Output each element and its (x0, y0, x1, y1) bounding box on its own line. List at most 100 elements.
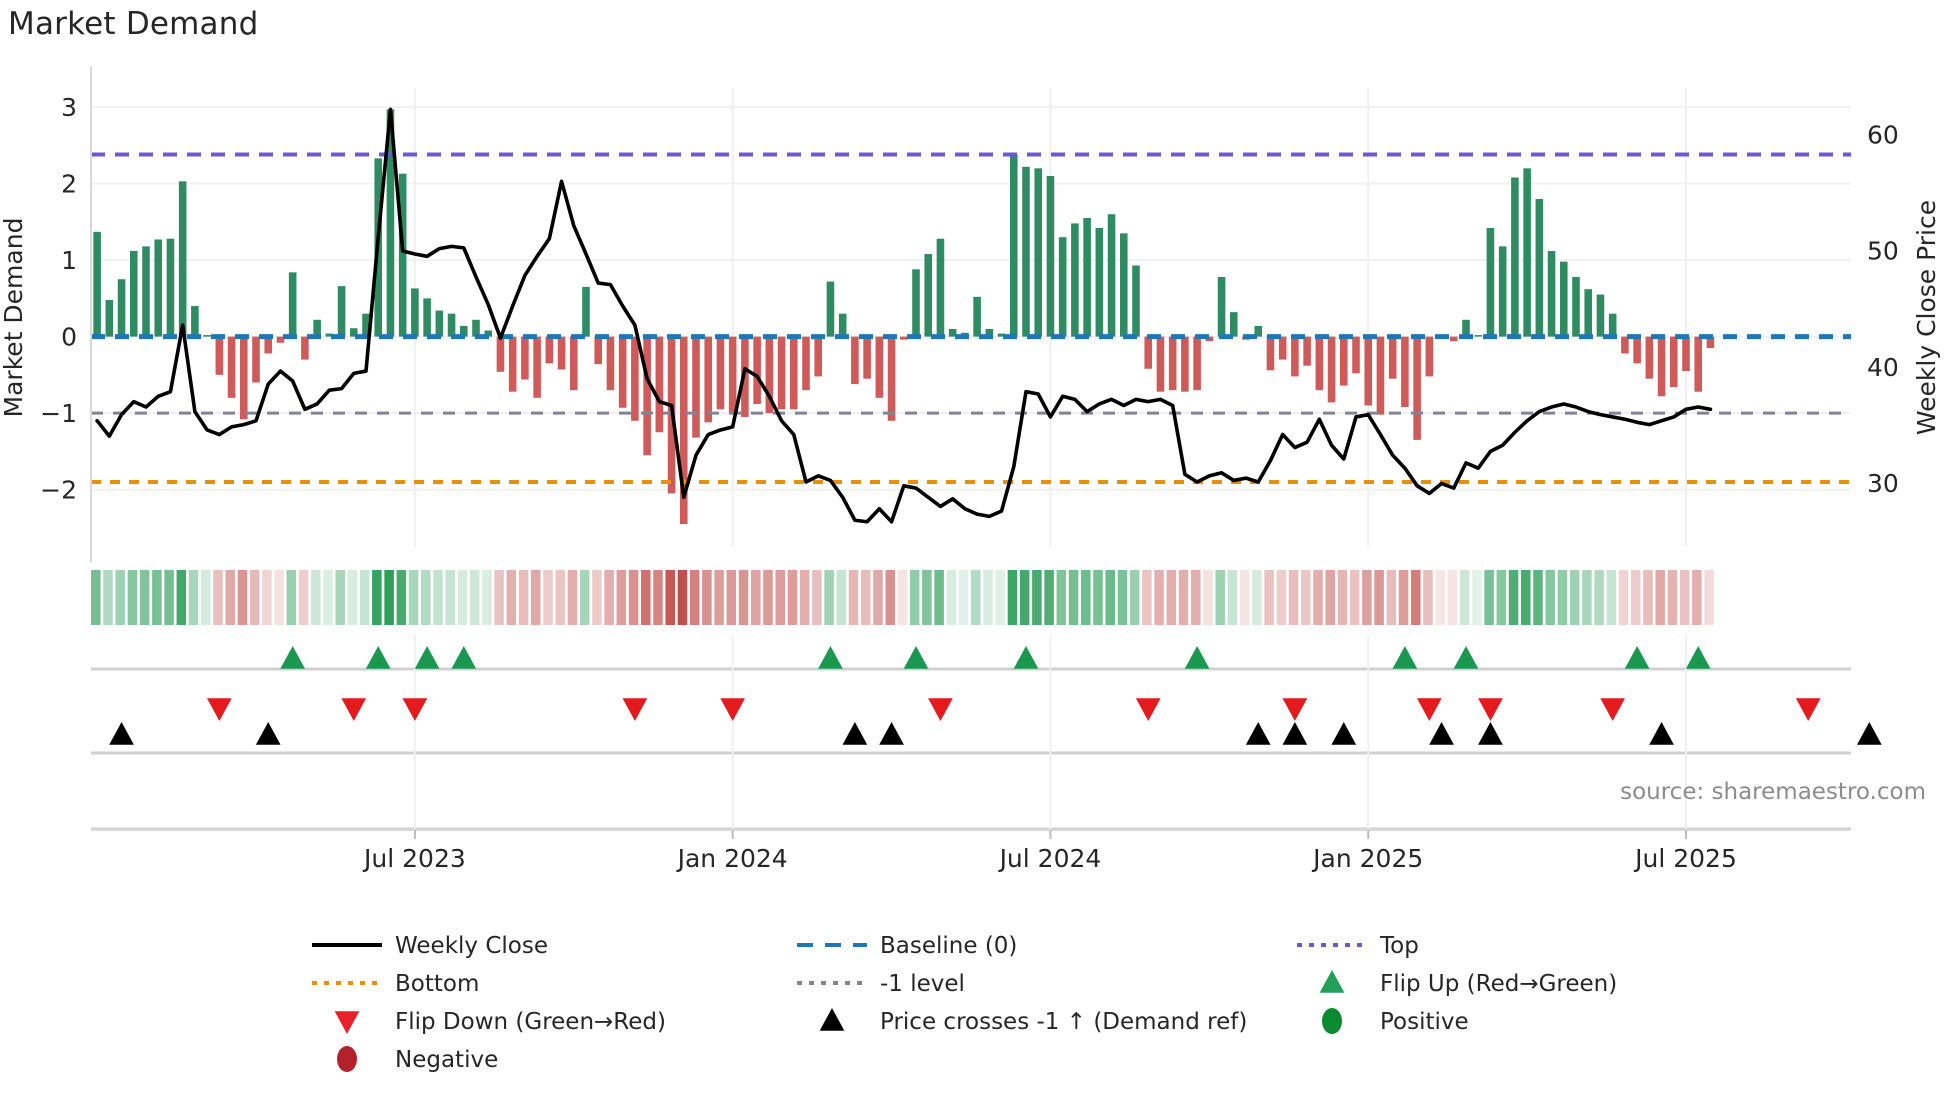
heatmap-band (1142, 570, 1152, 625)
heatmap-band (347, 570, 358, 625)
legend-item[interactable]: -1 level (797, 971, 965, 997)
heatmap-band (1386, 570, 1397, 625)
legend-item[interactable]: Positive (1322, 1008, 1469, 1035)
heatmap-band (1606, 570, 1617, 625)
demand-bar (1511, 177, 1519, 337)
demand-bar (1694, 336, 1703, 392)
legend-item[interactable]: Baseline (0) (797, 933, 1017, 959)
flip-down-marker (928, 698, 953, 721)
heatmap-band (861, 570, 871, 625)
heatmap-band (1191, 570, 1201, 625)
demand-bar (191, 306, 199, 337)
heatmap-band (799, 570, 810, 625)
legend-item[interactable]: Negative (337, 1046, 498, 1073)
demand-bar (337, 286, 346, 337)
demand-bar (985, 328, 994, 337)
heatmap-band (1166, 570, 1177, 625)
demand-bar (1669, 336, 1678, 388)
legend-item[interactable]: Flip Down (Green→Red) (334, 1009, 666, 1035)
heatmap-band (543, 570, 553, 625)
demand-bar (789, 336, 798, 410)
legend-item[interactable]: Flip Up (Red→Green) (1319, 970, 1618, 997)
demand-bar (899, 336, 908, 340)
demand-bar (1107, 214, 1116, 337)
heatmap-band (1459, 570, 1470, 625)
heatmap-band (1105, 570, 1115, 625)
demand-bar (1095, 227, 1104, 337)
legend-item-label: -1 level (880, 971, 965, 997)
heatmap-band (812, 570, 822, 625)
heatmap-band (237, 570, 248, 625)
heatmap-band (1178, 570, 1189, 625)
legend-marker-circle (337, 1046, 357, 1072)
demand-bar (924, 254, 933, 337)
demand-bar (802, 336, 810, 391)
heatmap-band (1068, 570, 1079, 625)
heatmap-band (1227, 570, 1238, 625)
demand-bar (1682, 336, 1690, 372)
bottom-axis-tick: Jul 2025 (1633, 844, 1737, 873)
demand-bar (398, 173, 407, 337)
legend-item[interactable]: Bottom (312, 971, 479, 997)
legend-item-label: Bottom (395, 971, 479, 997)
heatmap-band (1631, 570, 1641, 625)
legend-item-label: Baseline (0) (880, 933, 1017, 959)
heatmap-band (91, 570, 101, 625)
demand-bar (447, 313, 456, 337)
demand-bar (1486, 227, 1495, 337)
demand-bar (1498, 246, 1507, 337)
demand-bar (276, 336, 285, 343)
demand-bar (838, 313, 847, 337)
demand-bar (582, 286, 590, 337)
left-axis-tick: −2 (40, 476, 77, 505)
demand-bar (1034, 168, 1043, 337)
bottom-axis-tick: Jan 2025 (1311, 844, 1423, 873)
demand-bar (105, 299, 114, 337)
demand-bar (728, 336, 737, 414)
heatmap-band (506, 570, 517, 625)
price-cross-marker (1478, 722, 1503, 745)
heatmap-band (873, 570, 883, 625)
bottom-axis-tick: Jul 2024 (998, 844, 1102, 873)
demand-bar (1388, 336, 1397, 379)
heatmap-band (1704, 570, 1714, 625)
heatmap-band (457, 570, 468, 625)
legend-item[interactable]: Top (1297, 933, 1419, 959)
heatmap-band (1215, 570, 1225, 625)
heatmap-band (934, 570, 944, 625)
heatmap-band (1019, 570, 1030, 625)
bottom-axis-tick: Jan 2024 (676, 844, 788, 873)
demand-bar (655, 336, 664, 433)
gridlines (91, 88, 1851, 547)
demand-bar (154, 239, 163, 337)
demand-bar (1229, 312, 1238, 337)
legend-item[interactable]: Price crosses -1 ↑ (Demand ref) (819, 1008, 1248, 1035)
right-axis-title: Weekly Close Price (1912, 200, 1941, 435)
demand-bar (325, 333, 334, 337)
demand-bar (1547, 250, 1556, 337)
demand-bar (1523, 168, 1531, 337)
legend-item[interactable]: Weekly Close (312, 933, 548, 959)
price-cross-marker (1331, 722, 1357, 745)
legend-item-label: Weekly Close (395, 933, 548, 959)
demand-bar (423, 298, 431, 337)
demand-bar (753, 336, 761, 404)
flip-down-marker (206, 698, 232, 721)
legend-marker-triangle-up (1319, 970, 1345, 993)
demand-bar (203, 335, 211, 337)
heatmap-band (1411, 570, 1421, 625)
heatmap-band (1496, 570, 1507, 625)
heatmap-band (1288, 570, 1299, 625)
heatmap-band (1337, 570, 1348, 625)
demand-bar (472, 319, 480, 337)
left-axis-title: Market Demand (0, 218, 28, 418)
demand-bar (1364, 336, 1373, 406)
legend-marker-circle (1322, 1008, 1342, 1034)
heatmap-band (946, 570, 957, 625)
demand-bar (533, 336, 541, 398)
heatmap-band (971, 570, 981, 625)
demand-bar (1071, 223, 1079, 337)
heatmap-band (1301, 570, 1311, 625)
heatmap-band (408, 570, 419, 625)
demand-bar (227, 336, 236, 398)
